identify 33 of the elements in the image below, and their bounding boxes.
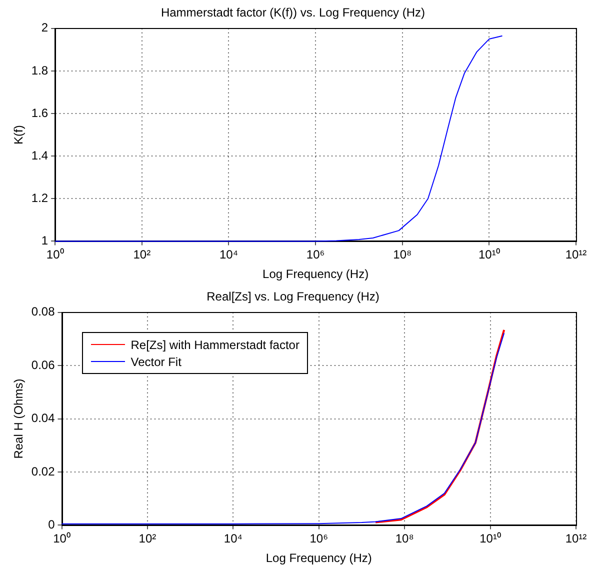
y-tick-label: 2 [41, 20, 48, 35]
x-axis-title: Log Frequency (Hz) [262, 267, 369, 282]
legend-label: Vector Fit [130, 354, 182, 369]
x-tick-label: 10⁶ [306, 248, 325, 262]
x-tick-label: 10¹⁰ [478, 248, 500, 262]
chart-title: Real[Zs] vs. Log Frequency (Hz) [206, 290, 380, 304]
x-tick-label: 10² [138, 532, 156, 546]
y-tick-label: 1.6 [31, 106, 48, 120]
x-tick-label: 10⁰ [53, 532, 70, 546]
y-tick-label: 1 [41, 234, 48, 248]
x-tick-label: 10¹² [565, 248, 587, 262]
y-axis-title: Real H (Ohms) [12, 378, 26, 459]
y-axis-title: K(f) [12, 125, 26, 144]
x-tick-label: 10⁸ [395, 532, 414, 546]
x-tick-label: 10² [133, 248, 151, 262]
y-tick-label: 0.02 [31, 464, 56, 478]
y-tick-label: 1.4 [31, 148, 48, 162]
y-tick-label: 0 [48, 518, 56, 532]
y-tick-label: 1.2 [31, 190, 48, 205]
x-tick-label: 10⁶ [310, 532, 328, 546]
legend-label: Re[Zs] with Hammerstadt factor [130, 338, 300, 352]
y-tick-label: 1.8 [31, 63, 48, 78]
x-tick-label: 10¹⁰ [480, 532, 501, 546]
y-tick-label: 0.04 [31, 411, 56, 426]
y-tick-label: 0.06 [31, 358, 56, 372]
x-tick-label: 10⁰ [46, 248, 64, 262]
x-tick-label: 10⁴ [219, 248, 238, 262]
x-tick-label: 10⁸ [393, 248, 412, 262]
y-tick-label: 0.08 [31, 304, 56, 319]
chart-title: Hammerstadt factor (K(f)) vs. Log Frequency (Hz) [160, 6, 426, 20]
x-tick-label: 10⁴ [224, 532, 242, 546]
x-tick-label: 10¹² [565, 532, 587, 546]
x-axis-title: Log Frequency (Hz) [266, 551, 372, 566]
